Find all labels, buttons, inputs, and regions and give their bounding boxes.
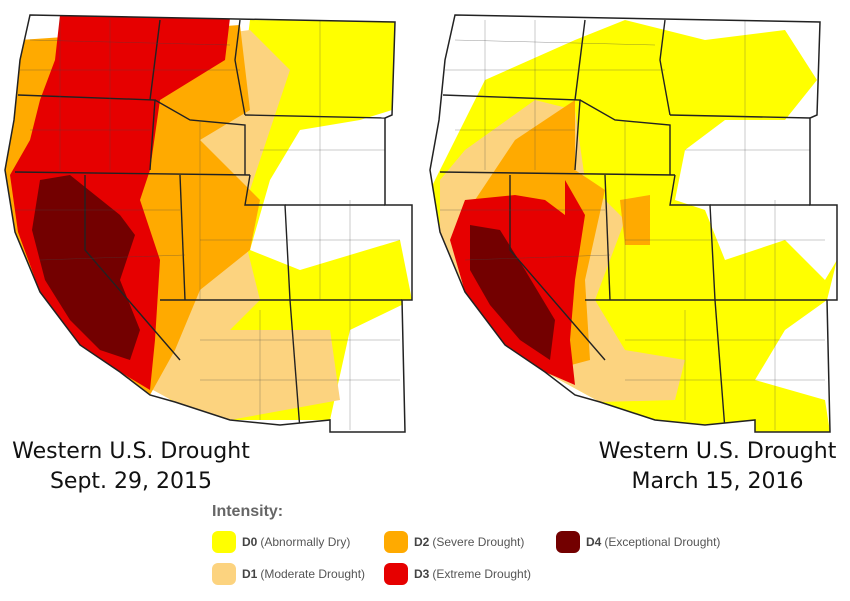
legend-item-d0: D0 (Abnormally Dry) (212, 531, 350, 553)
d4-region (32, 175, 140, 360)
map-march-2016 (430, 15, 837, 432)
state-borders (439, 19, 827, 431)
west-outline-right (429, 14, 838, 433)
legend-label: (Extreme Drought) (432, 567, 532, 581)
legend-code: D0 (242, 535, 258, 549)
legend-item-d3: D3 (Extreme Drought) (384, 563, 531, 585)
legend-label: (Exceptional Drought) (604, 535, 721, 549)
d2-region (620, 195, 650, 245)
county-lines (440, 20, 825, 430)
caption-left: Western U.S. Drought Sept. 29, 2015 (0, 437, 262, 497)
legend-swatch (212, 563, 236, 585)
legend-item-d4: D4 (Exceptional Drought) (556, 531, 720, 553)
legend-label: (Severe Drought) (432, 535, 525, 549)
legend-label: (Moderate Drought) (260, 567, 366, 581)
legend-code: D2 (414, 535, 430, 549)
legend-title: Intensity: (212, 503, 284, 520)
legend-swatch (212, 531, 236, 553)
state-borders (14, 19, 402, 431)
legend-swatch (384, 531, 408, 553)
legend-code: D4 (586, 535, 602, 549)
legend-code: D1 (242, 567, 258, 581)
legend-item-d1: D1 (Moderate Drought) (212, 563, 365, 585)
d2-region (200, 195, 245, 260)
west-outline-left (4, 14, 413, 433)
legend-swatch (384, 563, 408, 585)
d4-region (470, 225, 555, 360)
caption-title: Western U.S. Drought (12, 439, 250, 464)
caption-right: Western U.S. Drought March 15, 2016 (585, 437, 850, 497)
map-sept-2015 (5, 15, 412, 432)
caption-date: March 15, 2016 (631, 469, 804, 494)
legend-swatch (556, 531, 580, 553)
intensity-legend: Intensity: D0 (Abnormally Dry) D1 (Moderat… (212, 503, 742, 598)
county-lines (15, 20, 400, 430)
legend-code: D3 (414, 567, 430, 581)
legend-item-d2: D2 (Severe Drought) (384, 531, 524, 553)
legend-label: (Abnormally Dry) (260, 535, 351, 549)
caption-title: Western U.S. Drought (598, 439, 837, 464)
caption-date: Sept. 29, 2015 (49, 469, 213, 494)
